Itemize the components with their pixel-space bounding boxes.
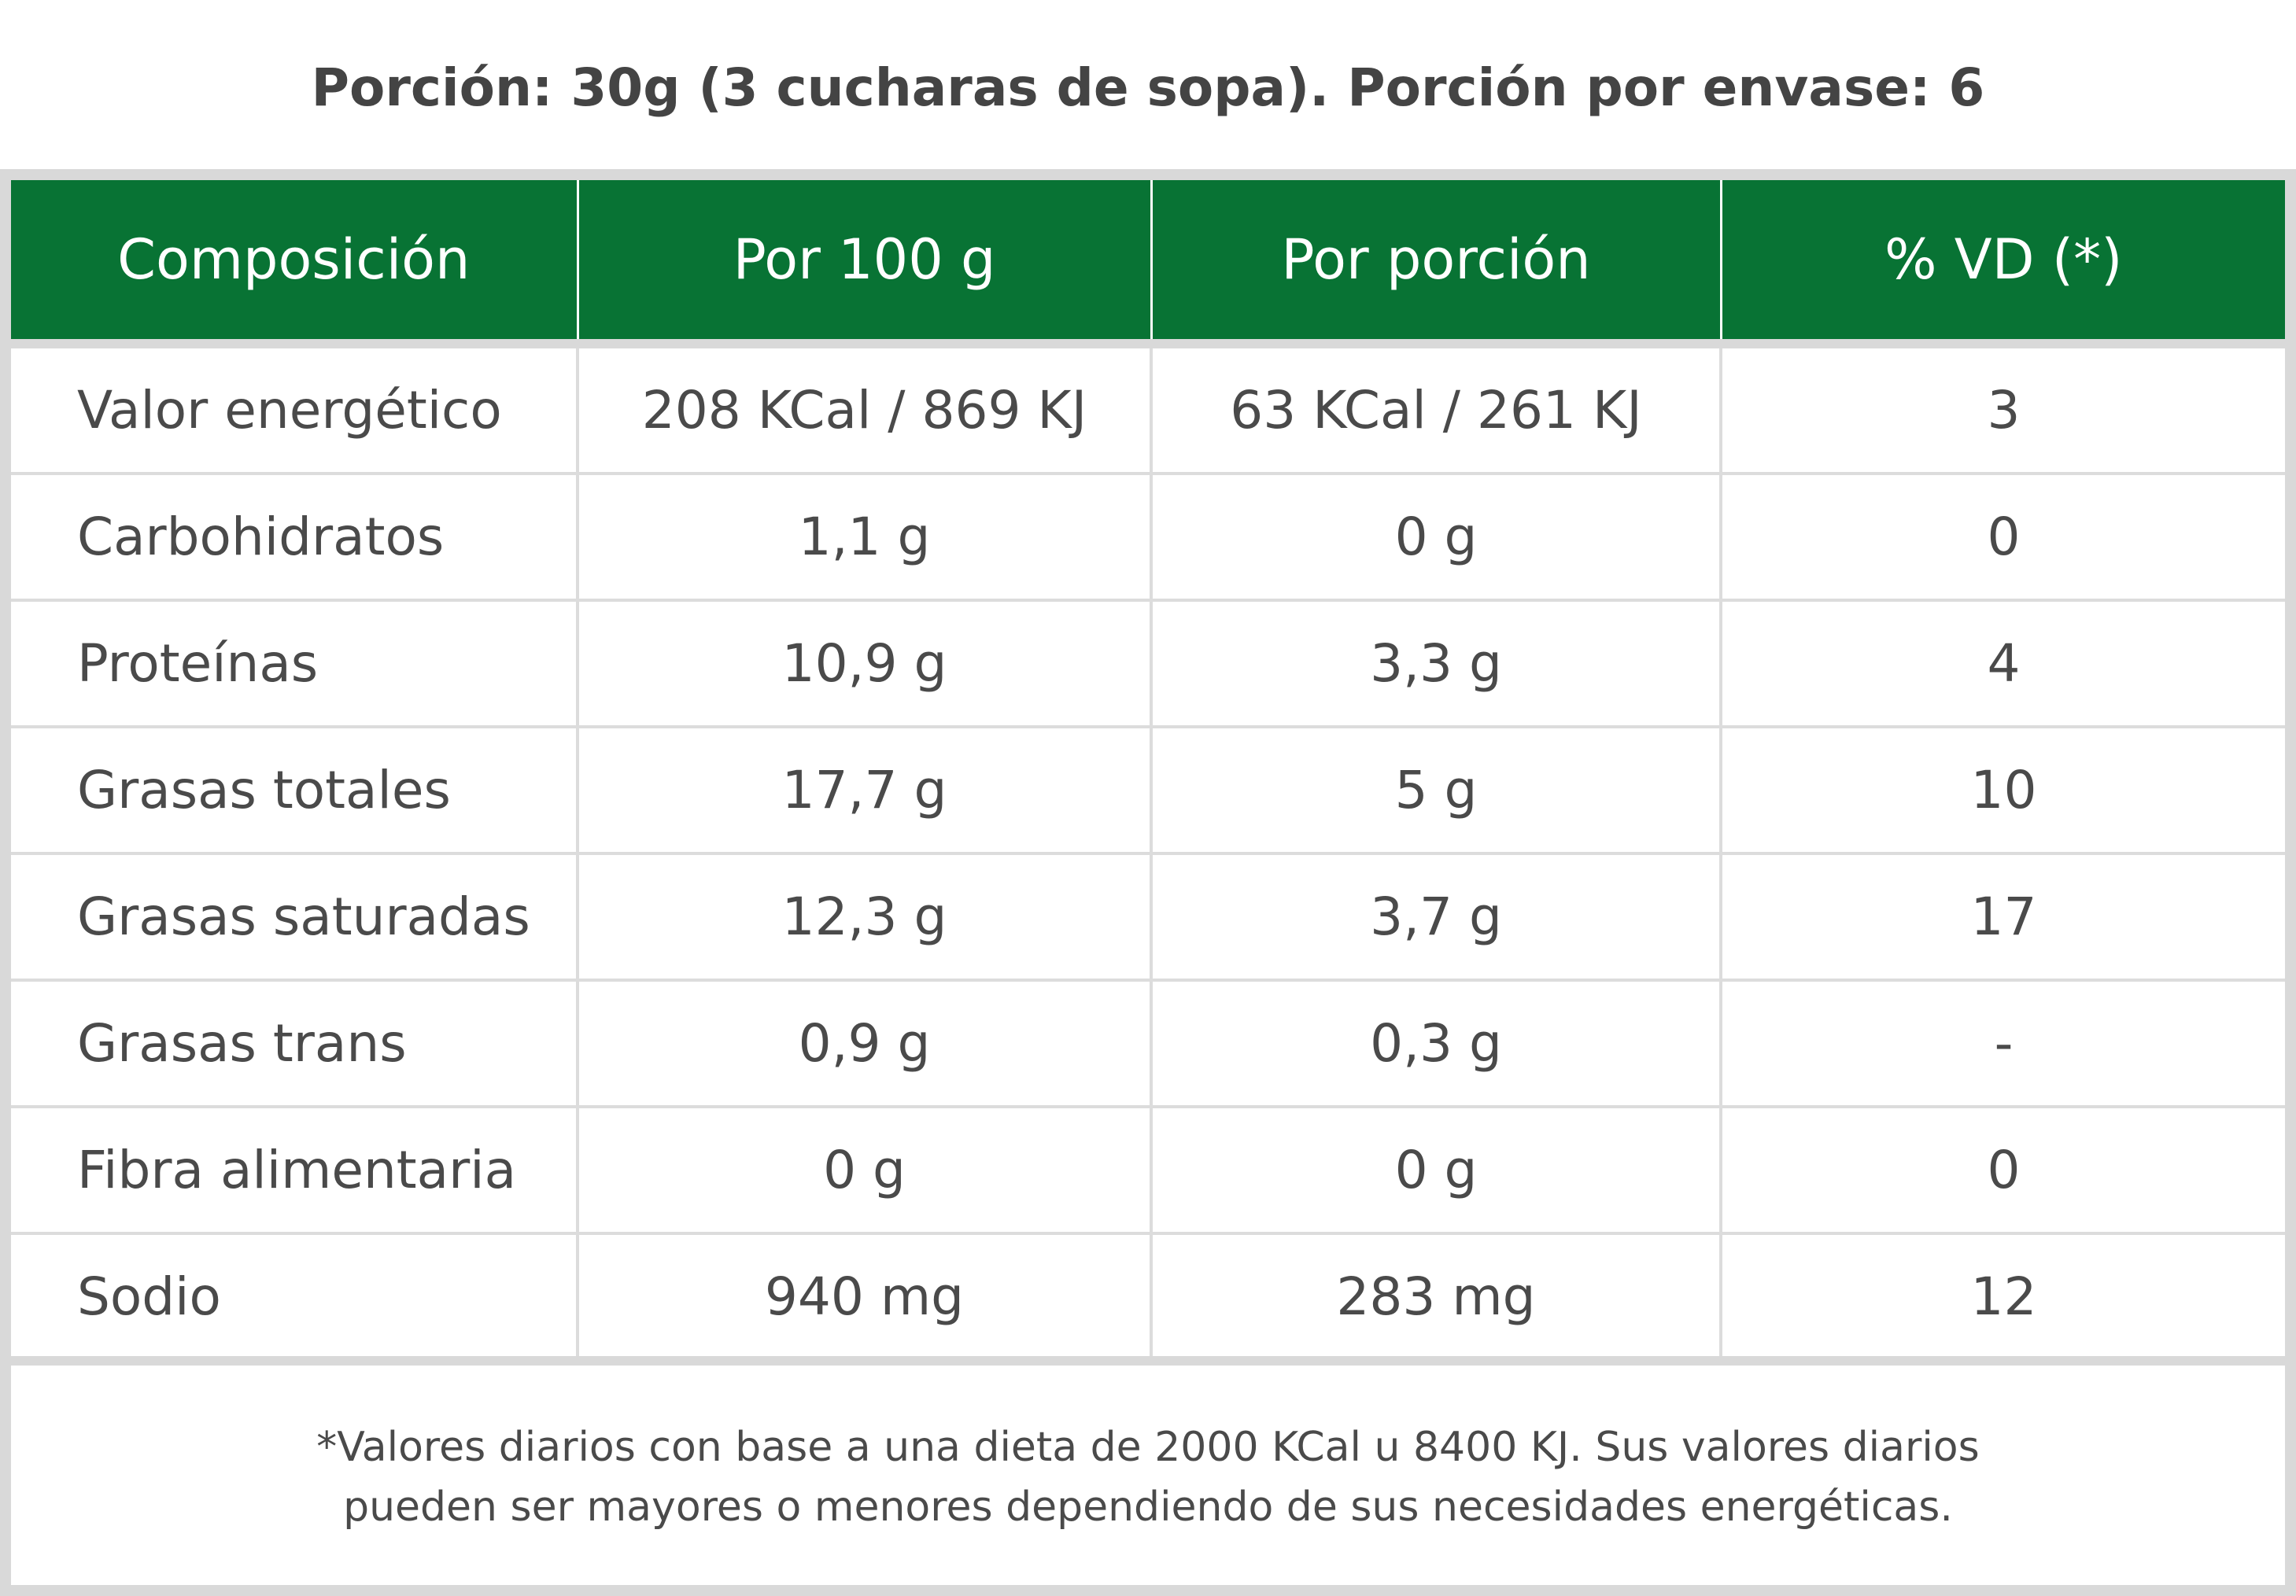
table-row: Carbohidratos 1,1 g 0 g 0 <box>11 474 2285 602</box>
nutrient-name: Grasas trans <box>11 980 578 1108</box>
table-row: Proteínas 10,9 g 3,3 g 4 <box>11 600 2285 728</box>
value-per-serving: 3,7 g <box>1150 853 1721 982</box>
nutrient-name: Sodio <box>77 1266 221 1327</box>
header-por-100g: Por 100 g <box>576 180 1151 348</box>
daily-value-percent: 10 <box>1719 727 2285 855</box>
daily-value-percent: 12 <box>1719 1233 2285 1358</box>
daily-value-percent: 0 <box>1719 474 2285 602</box>
nutrient-name: Valor energético <box>11 344 578 475</box>
value-per-100g: 208 KCal / 869 KJ <box>576 344 1151 475</box>
footnote-line-1: *Valores diarios con base a una dieta de… <box>316 1424 1980 1471</box>
nutrient-name: Grasas totales <box>11 727 578 855</box>
table-header-row: Composición Por 100 g Por porción % VD (… <box>11 180 2285 348</box>
table-row: Grasas trans 0,9 g 0,3 g - <box>11 980 2285 1108</box>
value-per-serving: 0 g <box>1150 1107 1721 1235</box>
value-per-100g: 0 g <box>576 1107 1151 1235</box>
value-per-serving: 63 KCal / 261 KJ <box>1150 344 1721 475</box>
nutrient-name: Proteínas <box>11 600 578 728</box>
table-row: Grasas saturadas 12,3 g 3,7 g 17 <box>11 853 2285 982</box>
table-row: Grasas totales 17,7 g 5 g 10 <box>11 727 2285 855</box>
nutrient-name: Fibra alimentaria <box>11 1107 578 1235</box>
value-per-100g: 10,9 g <box>576 600 1151 728</box>
nutrition-table: Composición Por 100 g Por porción % VD (… <box>11 180 2285 1358</box>
header-composicion: Composición <box>11 180 578 348</box>
daily-value-percent: - <box>1719 980 2285 1108</box>
value-per-100g: 940 mg <box>576 1233 1151 1358</box>
daily-value-percent: 3 <box>1719 344 2285 475</box>
table-row: Valor energético 208 KCal / 869 KJ 63 KC… <box>11 344 2285 475</box>
value-per-serving: 5 g <box>1150 727 1721 855</box>
header-por-porcion: Por porción <box>1150 180 1721 348</box>
daily-value-percent: 0 <box>1719 1107 2285 1235</box>
value-per-serving: 0 g <box>1150 474 1721 602</box>
footnote-section: *Valores diarios con base a una dieta de… <box>11 1356 2285 1585</box>
serving-info: Porción: 30g (3 cucharas de sopa). Porci… <box>311 57 1985 118</box>
value-per-serving: 0,3 g <box>1150 980 1721 1108</box>
value-per-serving: 3,3 g <box>1150 600 1721 728</box>
table-row: Fibra alimentaria 0 g 0 g 0 <box>11 1107 2285 1235</box>
value-per-100g: 12,3 g <box>576 853 1151 982</box>
footnote-text: *Valores diarios con base a una dieta de… <box>11 1417 2285 1537</box>
daily-value-percent: 4 <box>1719 600 2285 728</box>
footnote-line-2: pueden ser mayores o menores dependiendo… <box>343 1484 1953 1531</box>
value-per-100g: 0,9 g <box>576 980 1151 1108</box>
header-vd: % VD (*) <box>1719 180 2285 348</box>
table-row: Sodio 940 mg 283 mg 12 <box>11 1233 2285 1358</box>
value-per-100g: 17,7 g <box>576 727 1151 855</box>
nutrient-name: Grasas saturadas <box>11 853 578 982</box>
nutrition-facts-panel: Composición Por 100 g Por porción % VD (… <box>0 169 2296 1596</box>
value-per-100g: 1,1 g <box>576 474 1151 602</box>
value-per-serving: 283 mg <box>1150 1233 1721 1358</box>
nutrient-name: Carbohidratos <box>11 474 578 602</box>
daily-value-percent: 17 <box>1719 853 2285 982</box>
